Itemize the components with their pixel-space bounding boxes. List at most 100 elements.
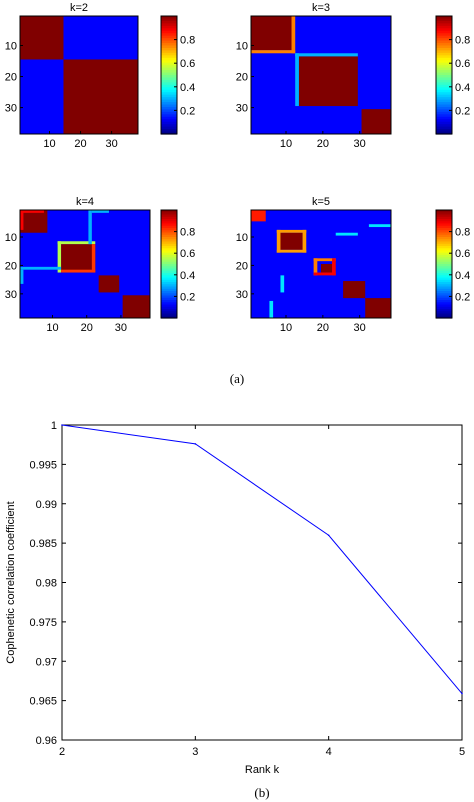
heatmap-x-tick-label: 20: [317, 138, 329, 150]
colorbar-frame: [160, 209, 178, 319]
colorbar-segment: [161, 230, 177, 234]
colorbar-tick-label: 0.8: [455, 227, 470, 239]
colorbar-segment: [436, 270, 452, 274]
colorbar-segment: [436, 16, 452, 20]
heatmap-y-tick-label: 30: [5, 103, 17, 115]
colorbar-segment: [161, 94, 177, 98]
heatmap-block-3: [98, 275, 120, 293]
x-axis-label: Rank k: [245, 764, 280, 776]
heatmap-y-tick-label: 20: [236, 260, 248, 272]
colorbar-segment: [436, 72, 452, 76]
y-tick-label: 0.995: [29, 459, 57, 471]
heatmap-stripe-4: [57, 241, 62, 273]
colorbar: 0.2 0.4 0.6 0.8: [160, 209, 195, 319]
heatmap-block-2: [280, 232, 303, 250]
colorbar-segment: [436, 288, 452, 292]
heatmap-block-1: [251, 16, 292, 51]
heatmap-panel-1: k=2 10 20 30 10 20 30 0.2 0.4 0.6 0.8: [5, 2, 196, 150]
colorbar-segment: [436, 18, 452, 22]
x-tick-label: 3: [192, 746, 198, 758]
heatmap-block-1: [20, 210, 48, 233]
colorbar-segment: [436, 40, 452, 44]
heatmap-stripe-10: [280, 275, 285, 293]
heatmap-stripe-2: [20, 210, 24, 230]
colorbar-segment: [161, 79, 177, 83]
colorbar-segment: [161, 25, 177, 29]
colorbar-segment: [436, 79, 452, 83]
colorbar-segment: [436, 232, 452, 236]
heatmap-y-tick-label: 10: [236, 41, 248, 53]
colorbar-segment: [161, 65, 177, 69]
colorbar-segment: [436, 119, 452, 123]
colorbar-segment: [161, 216, 177, 220]
heatmap-stripe-9: [91, 210, 109, 213]
colorbar-segment: [161, 284, 177, 288]
colorbar-segment: [161, 295, 177, 299]
heatmap-block-2: [298, 56, 358, 107]
data-point: [194, 443, 197, 445]
colorbar-segment: [161, 28, 177, 32]
colorbar-segment: [436, 264, 452, 267]
colorbar-segment: [161, 129, 177, 133]
colorbar-segment: [436, 62, 452, 66]
heatmap-stripe-1: [276, 229, 307, 233]
colorbar: 0.2 0.4 0.6 0.8: [160, 15, 195, 135]
colorbar-segment: [436, 52, 452, 56]
heatmap-stripe-7: [313, 272, 336, 276]
heatmap-stripe-5: [61, 269, 96, 273]
colorbar-segment: [436, 45, 452, 49]
colorbar-tick-label: 0.6: [180, 248, 195, 260]
heatmap-y-tick-label: 30: [236, 289, 248, 301]
colorbar-segment: [436, 277, 452, 281]
colorbar-segment: [436, 252, 452, 256]
colorbar-segment: [161, 92, 177, 96]
heatmap-y-tick-label: 30: [5, 289, 17, 301]
colorbar-segment: [436, 225, 452, 229]
heatmap-stripe-10: [20, 269, 24, 284]
caption-a: (a): [230, 371, 244, 386]
colorbar-segment: [161, 282, 177, 285]
colorbar-segment: [161, 97, 177, 101]
colorbar-segment: [161, 89, 177, 93]
heatmap-stripe-8: [332, 258, 336, 276]
colorbar-segment: [161, 225, 177, 229]
colorbar-segment: [161, 288, 177, 292]
colorbar-segment: [161, 214, 177, 218]
colorbar-segment: [436, 243, 452, 247]
colorbar-tick-label: 0.6: [455, 58, 470, 70]
colorbar-tick-label: 0.8: [180, 227, 195, 239]
heatmap-block-5: [365, 298, 391, 318]
colorbar-segment: [161, 315, 177, 319]
y-tick-label: 1: [51, 420, 57, 432]
colorbar-segment: [436, 282, 452, 285]
y-tick-label: 0.965: [29, 696, 57, 708]
colorbar-segment: [161, 60, 177, 64]
colorbar-segment: [161, 210, 177, 213]
heatmap-y-tick-label: 30: [236, 103, 248, 115]
colorbar-segment: [436, 124, 452, 128]
colorbar-segment: [436, 239, 452, 243]
colorbar-segment: [436, 311, 452, 315]
heatmap-stripe-3: [276, 249, 307, 253]
colorbar-tick-label: 0.2: [180, 105, 195, 117]
colorbar-segment: [161, 57, 177, 61]
colorbar-segment: [161, 243, 177, 247]
heatmap-title: k=4: [76, 196, 94, 208]
colorbar-tick-label: 0.8: [180, 35, 195, 47]
colorbar-segment: [161, 223, 177, 227]
colorbar-segment: [436, 60, 452, 64]
colorbar-segment: [436, 20, 452, 24]
colorbar-segment: [161, 82, 177, 86]
plot-area: [61, 424, 463, 741]
colorbar-segment: [436, 121, 452, 125]
colorbar-tick-label: 0.4: [180, 270, 195, 282]
heatmap-block-2: [61, 244, 96, 273]
colorbar-segment: [161, 255, 177, 258]
colorbar-segment: [161, 234, 177, 238]
colorbar-segment: [436, 286, 452, 290]
heatmap-y-tick-label: 10: [5, 41, 17, 53]
heatmap-stripe-9: [335, 232, 358, 236]
heatmap-x-tick-label: 10: [46, 322, 58, 334]
colorbar-segment: [436, 291, 452, 294]
colorbar-tick-label: 0.8: [455, 35, 470, 47]
